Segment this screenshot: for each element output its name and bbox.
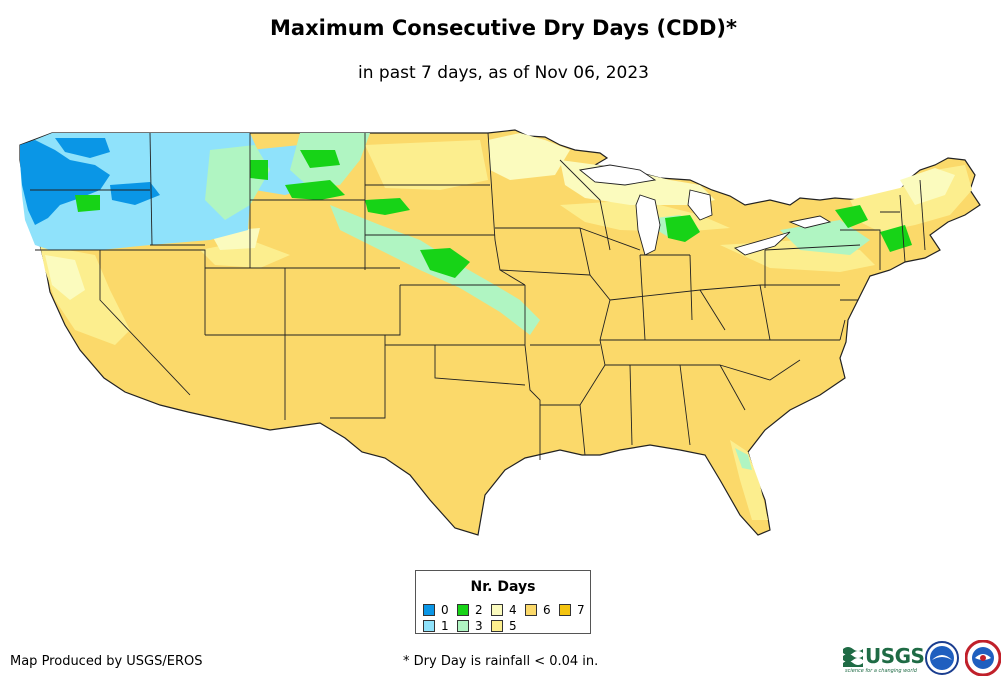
legend-label: 2 (475, 603, 483, 617)
legend-label: 6 (543, 603, 551, 617)
cdd-2-region (300, 150, 340, 168)
legend-swatch (423, 620, 435, 632)
usgs-logo-icon: USGS (843, 644, 925, 668)
cdd-4-region (45, 255, 85, 300)
legend-item: 7 (559, 602, 593, 618)
usgs-tagline: science for a changing world (845, 668, 917, 674)
conus-landmass (19, 129, 981, 536)
legend-item: 4 (491, 602, 525, 618)
legend-swatch (423, 604, 435, 616)
cdd-2-region (835, 205, 868, 228)
cdd-2-region (665, 215, 700, 242)
legend-label: 7 (577, 603, 585, 617)
legend-swatch (457, 620, 469, 632)
legend-item: 1 (423, 618, 457, 634)
legend-item: 5 (491, 618, 525, 634)
lake-ontario (788, 215, 832, 229)
map-credit: Map Produced by USGS/EROS (10, 654, 203, 669)
legend-grid: 0 1 2 3 4 5 6 7 (423, 602, 593, 634)
cdd-2-region (365, 198, 410, 215)
lake-superior (578, 164, 657, 186)
map-title: Maximum Consecutive Dry Days (CDD)* (270, 16, 737, 40)
cdd-0-region (20, 140, 110, 225)
legend-swatch (525, 604, 537, 616)
legend-label: 3 (475, 619, 483, 633)
noaa-logo-icon (925, 641, 959, 675)
lake-erie (733, 231, 791, 256)
cdd-3-region (735, 448, 752, 470)
legend-label: 4 (509, 603, 517, 617)
legend-swatch (491, 620, 503, 632)
legend-label: 1 (441, 619, 449, 633)
agency-logos: USGS science for a changing world (843, 640, 1003, 680)
cdd-4-region (488, 133, 570, 180)
dry-day-footnote: * Dry Day is rainfall < 0.04 in. (403, 654, 599, 669)
state-boundaries (30, 132, 926, 460)
legend-item: 3 (457, 618, 491, 634)
legend-label: 5 (509, 619, 517, 633)
lake-michigan (635, 194, 661, 256)
legend-item: 6 (525, 602, 559, 618)
legend: Nr. Days 0 1 2 3 4 5 6 7 (415, 570, 591, 634)
legend-item: 0 (423, 602, 457, 618)
cdd-2-region (250, 160, 268, 180)
legend-swatch (457, 604, 469, 616)
usgs-wave-icon (843, 647, 863, 667)
cdd-0-region (110, 182, 160, 205)
cdd-0-region (55, 138, 110, 158)
lake-huron (687, 189, 713, 221)
usgs-logo-text: USGS (865, 644, 925, 668)
legend-title: Nr. Days (470, 579, 536, 595)
legend-label: 0 (441, 603, 449, 617)
cdd-2-region (75, 195, 100, 212)
legend-swatch (491, 604, 503, 616)
cdd-2-region (285, 180, 345, 200)
map-subtitle: in past 7 days, as of Nov 06, 2023 (358, 63, 649, 83)
cdd-5-region (365, 140, 488, 190)
cdd-3-region (780, 220, 870, 255)
cdd-2-region (420, 248, 470, 278)
cdd-4-region (900, 168, 955, 205)
legend-item: 2 (457, 602, 491, 618)
nws-logo-icon (965, 640, 1001, 676)
legend-swatch (559, 604, 571, 616)
